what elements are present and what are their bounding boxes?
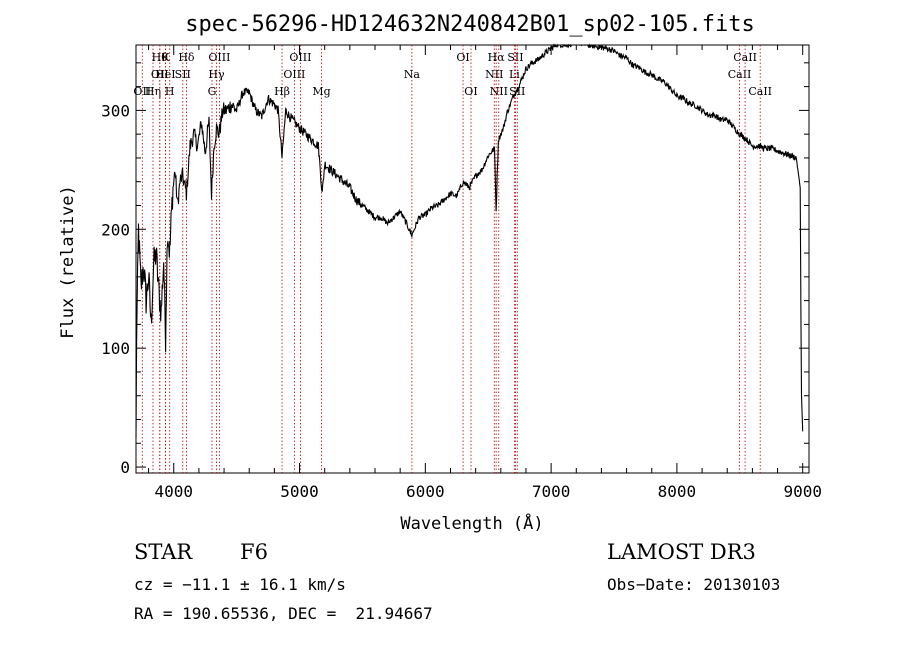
line-marker-label-23: SII (507, 51, 523, 64)
axis-tick-labels: 4000 5000 6000 7000 8000 9000 0 100 200 300 (101, 101, 822, 501)
y-axis-label: Flux (relative) (58, 185, 78, 339)
line-marker-label-14: OIII (289, 51, 311, 64)
line-marker-label-10: Hγ (208, 68, 225, 81)
line-marker-label-26: CaII (733, 51, 757, 64)
line-markers: OIIHηHθOIIKHeIHSIIHδGHγOIIIHβOIIIOIIIMgN… (133, 45, 772, 473)
line-marker-label-11: OIII (208, 51, 230, 64)
x-tick-label-5: 9000 (783, 482, 822, 501)
line-marker-label-7: SII (175, 68, 191, 81)
x-tick-label-4: 8000 (658, 482, 697, 501)
x-tick-label-1: 5000 (280, 482, 319, 501)
line-marker-label-9: G (208, 85, 217, 98)
line-marker-label-0: OII (133, 85, 151, 98)
object-subclass: F6 (240, 540, 268, 564)
x-axis-label: Wavelength (Å) (400, 512, 543, 534)
coordinates: RA = 190.65536, DEC = 21.94667 (134, 604, 433, 623)
line-marker-label-19: NII (485, 68, 503, 81)
line-marker-label-3: OII (151, 68, 169, 81)
line-marker-label-15: Mg (312, 85, 330, 98)
plot-frame (135, 44, 810, 474)
line-marker-label-6: H (165, 85, 175, 98)
line-marker-label-21: NII (490, 85, 508, 98)
line-marker-label-4: K (161, 51, 170, 64)
line-marker-label-2: Hθ (152, 51, 169, 64)
line-marker-label-8: Hδ (178, 51, 195, 64)
y-tick-label-3: 300 (101, 101, 130, 120)
y-tick-label-1: 100 (101, 339, 130, 358)
survey-label: LAMOST DR3 (607, 540, 756, 564)
line-marker-label-20: Hα (488, 51, 506, 64)
line-marker-label-13: OIII (283, 68, 305, 81)
line-marker-label-5: HeI (155, 68, 175, 81)
line-marker-label-27: CaII (748, 85, 772, 98)
chart-title: spec-56296-HD124632N240842B01_sp02-105.f… (185, 12, 755, 37)
flux-series-line (135, 43, 804, 439)
axis-ticks (136, 45, 809, 473)
y-tick-label-2: 200 (101, 220, 130, 239)
line-marker-label-1: Hη (145, 85, 161, 98)
obs-date: Obs−Date: 20130103 (607, 575, 781, 594)
line-marker-label-17: OI (456, 51, 469, 64)
object-class: STAR (134, 540, 193, 564)
x-tick-label-3: 7000 (532, 482, 571, 501)
line-marker-label-25: CaII (728, 68, 752, 81)
line-marker-label-16: Na (404, 68, 421, 81)
redshift-value: cz = −11.1 ± 16.1 km/s (134, 575, 346, 594)
line-marker-label-12: Hβ (274, 85, 290, 98)
x-tick-label-2: 6000 (406, 482, 445, 501)
line-marker-label-18: OI (464, 85, 477, 98)
y-tick-label-0: 0 (120, 458, 130, 477)
x-tick-label-0: 4000 (154, 482, 193, 501)
line-marker-label-22: Li (509, 68, 520, 81)
